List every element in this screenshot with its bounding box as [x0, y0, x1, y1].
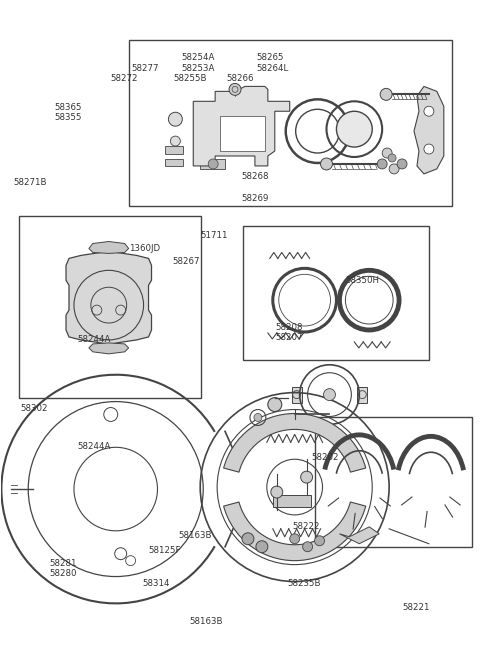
Text: 58235B: 58235B	[288, 579, 321, 588]
Wedge shape	[224, 502, 366, 561]
Polygon shape	[89, 242, 129, 253]
Circle shape	[321, 158, 333, 170]
Text: 58314: 58314	[142, 579, 169, 588]
Text: 58255B: 58255B	[173, 74, 207, 83]
Text: 58254A: 58254A	[182, 54, 215, 62]
Text: 1360JD: 1360JD	[129, 244, 160, 253]
Bar	[129, 40, 452, 206]
Circle shape	[324, 388, 336, 401]
Circle shape	[242, 533, 254, 545]
Polygon shape	[89, 343, 129, 354]
Polygon shape	[339, 527, 379, 544]
Circle shape	[268, 398, 282, 411]
Text: 58264L: 58264L	[257, 64, 289, 73]
Bar	[243, 225, 429, 360]
Text: 58269: 58269	[241, 194, 268, 203]
Circle shape	[424, 106, 434, 116]
Text: 58355: 58355	[55, 113, 83, 122]
Text: 58267: 58267	[172, 257, 200, 265]
Bar	[292, 386, 301, 403]
Text: 58244A: 58244A	[78, 335, 111, 344]
Text: 58222: 58222	[292, 521, 320, 531]
Bar	[200, 159, 225, 169]
Circle shape	[254, 413, 262, 421]
Text: 58265: 58265	[257, 54, 284, 62]
Circle shape	[380, 88, 392, 100]
Text: 58253A: 58253A	[182, 64, 215, 73]
Circle shape	[271, 486, 283, 498]
Bar	[166, 159, 183, 166]
Text: 58365: 58365	[55, 103, 83, 112]
Circle shape	[314, 536, 324, 546]
Text: 58163B: 58163B	[190, 618, 223, 626]
Text: 58208: 58208	[276, 323, 303, 332]
Text: 58202: 58202	[312, 453, 339, 462]
Text: 58125F: 58125F	[148, 546, 181, 555]
Text: 58281: 58281	[49, 559, 77, 568]
Bar	[19, 215, 201, 398]
Bar	[357, 386, 367, 403]
Circle shape	[377, 159, 387, 169]
Text: 51711: 51711	[201, 231, 228, 240]
Text: 58271B: 58271B	[13, 178, 47, 187]
Circle shape	[336, 111, 372, 147]
Text: 58266: 58266	[227, 74, 254, 83]
Text: 58268: 58268	[241, 172, 268, 181]
Circle shape	[168, 112, 182, 126]
Text: 58350H: 58350H	[345, 276, 379, 285]
Circle shape	[170, 136, 180, 146]
Text: 58277: 58277	[131, 64, 159, 73]
Circle shape	[208, 159, 218, 169]
Text: 58244A: 58244A	[78, 441, 111, 451]
Circle shape	[302, 542, 312, 552]
Circle shape	[290, 534, 300, 544]
Text: 58163B: 58163B	[178, 531, 212, 540]
Wedge shape	[224, 413, 366, 472]
Circle shape	[256, 541, 268, 553]
Bar	[166, 146, 183, 154]
Circle shape	[382, 148, 392, 158]
Text: 58272: 58272	[110, 74, 138, 83]
Polygon shape	[193, 86, 290, 166]
Polygon shape	[414, 86, 444, 174]
Text: 58207: 58207	[276, 333, 303, 343]
Text: 58280: 58280	[49, 569, 77, 578]
Circle shape	[388, 154, 396, 162]
Polygon shape	[66, 250, 152, 345]
Bar	[314, 417, 472, 547]
Circle shape	[389, 164, 399, 174]
Text: 58302: 58302	[21, 404, 48, 413]
Text: 58221: 58221	[402, 603, 430, 612]
Circle shape	[424, 144, 434, 154]
Bar	[220, 116, 265, 151]
Circle shape	[397, 159, 407, 169]
Bar	[273, 495, 311, 507]
Circle shape	[229, 83, 241, 96]
Circle shape	[300, 471, 312, 483]
